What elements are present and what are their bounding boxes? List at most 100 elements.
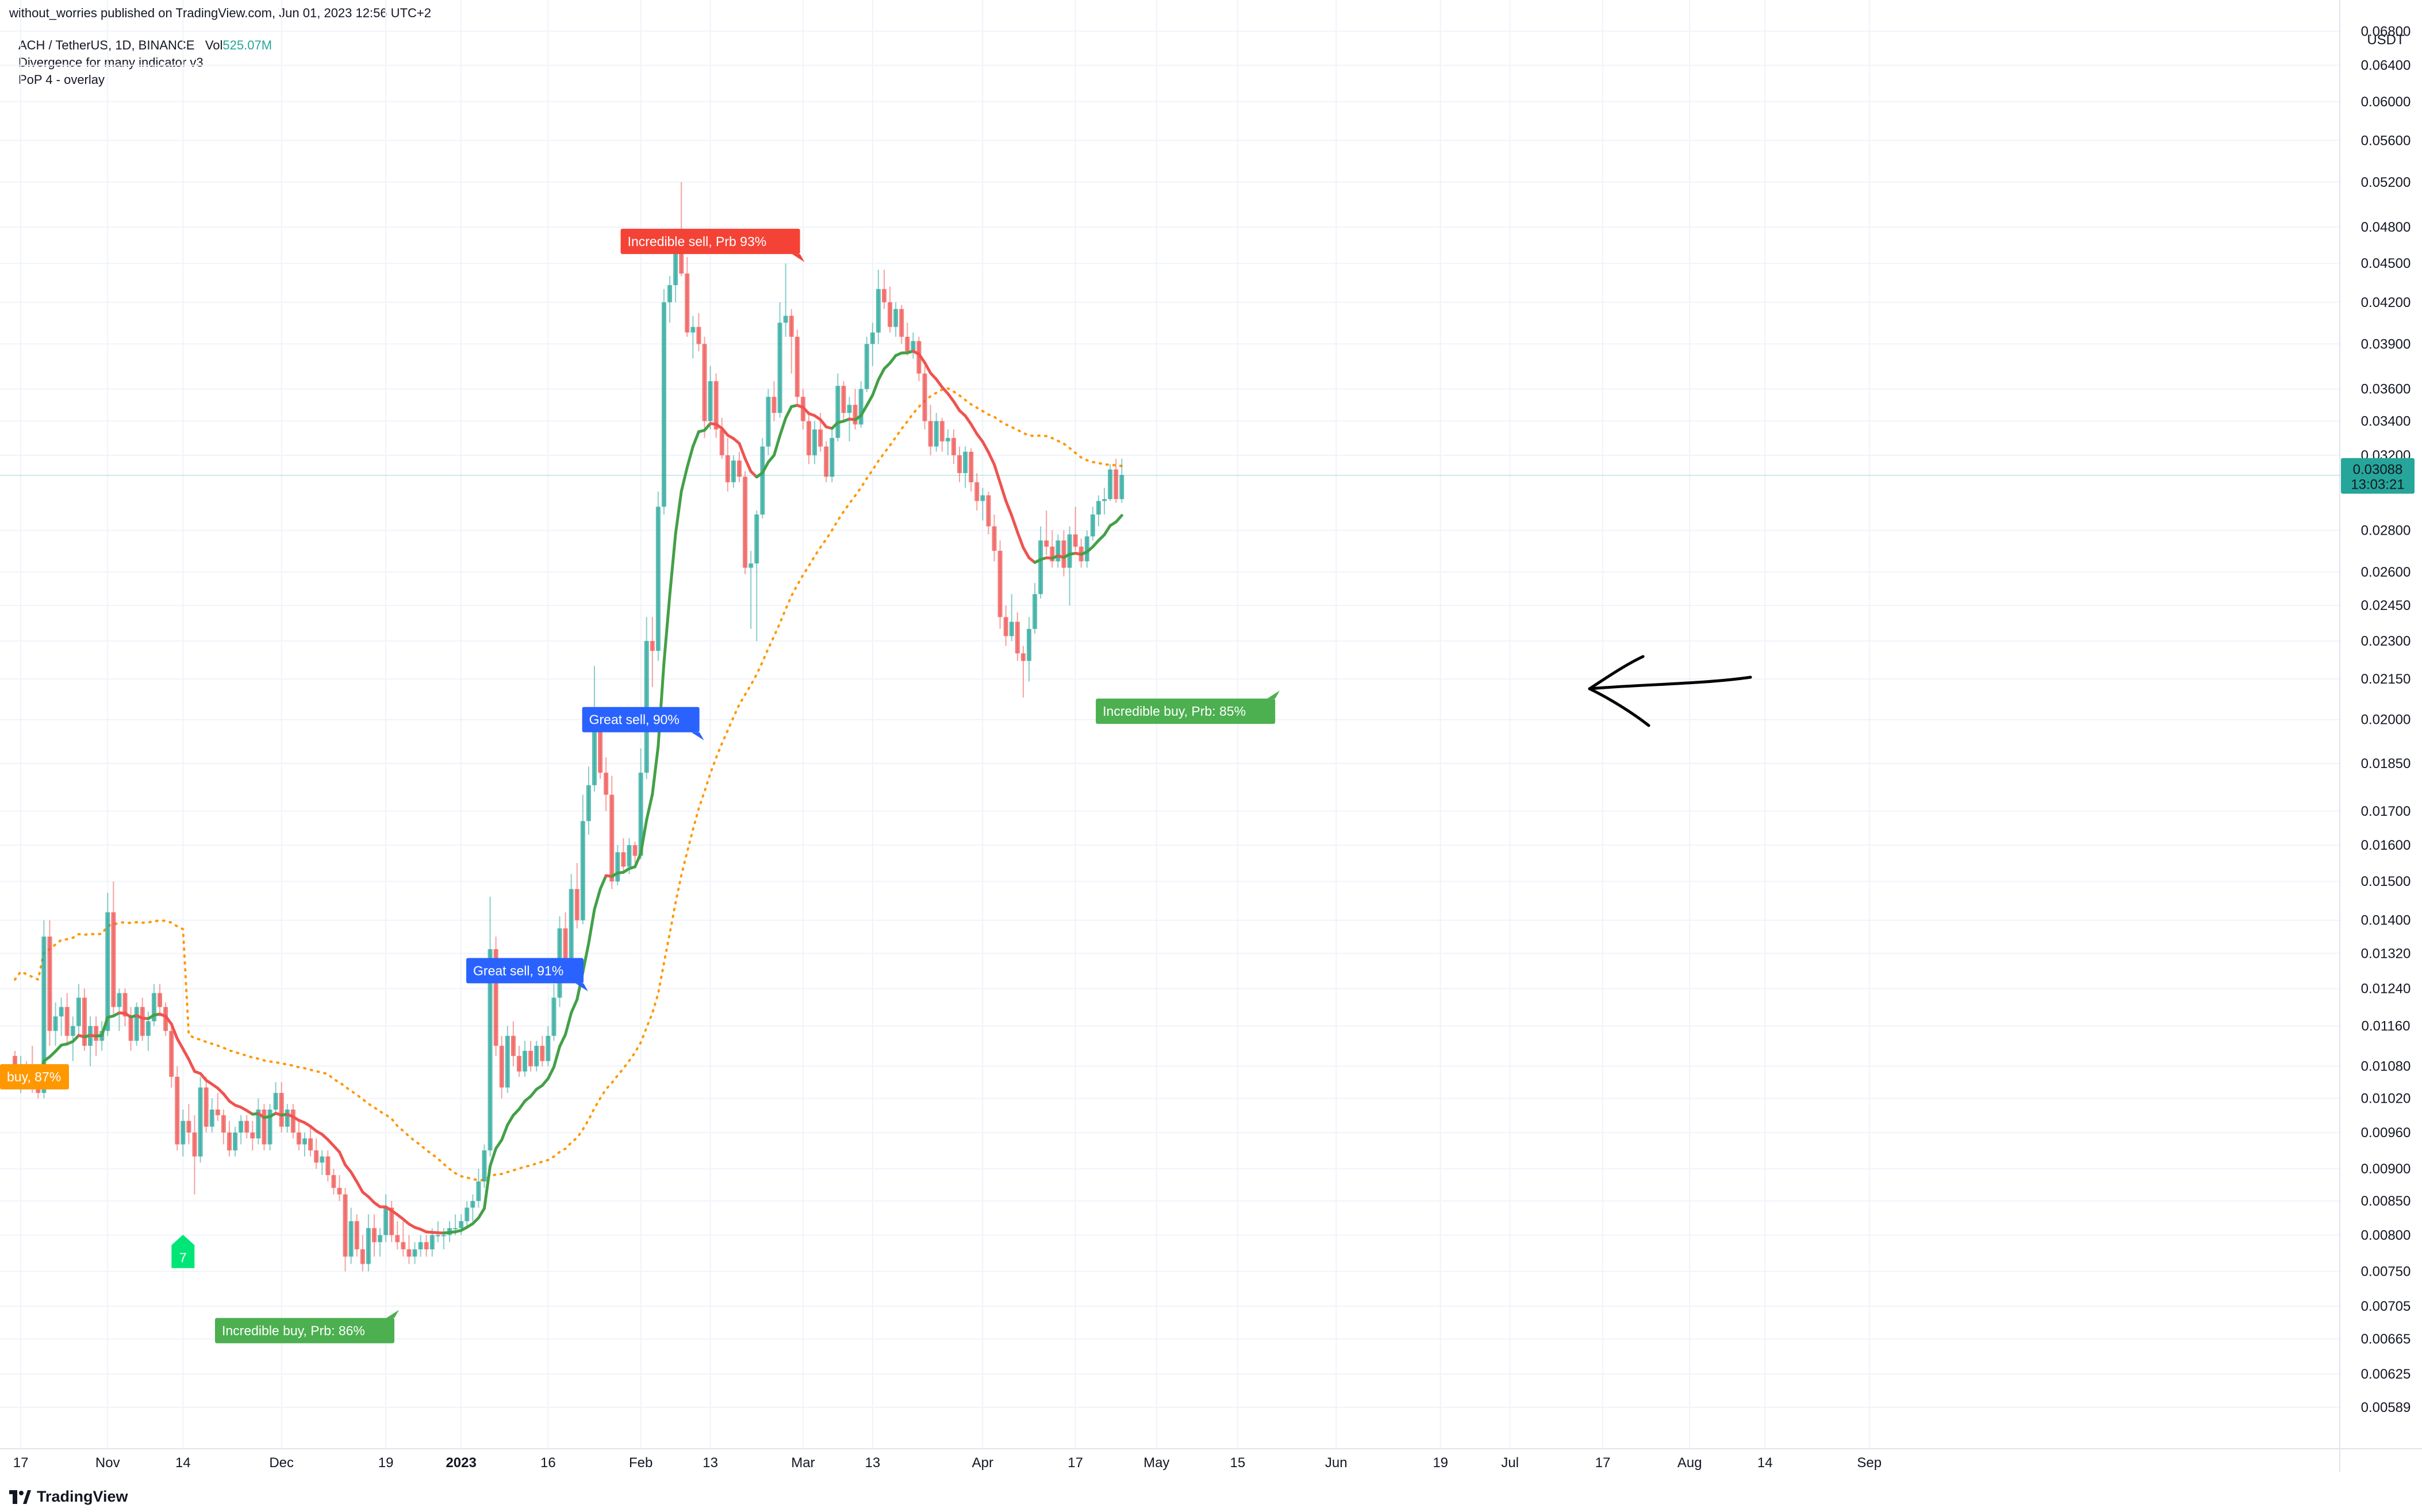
candle-body <box>105 912 110 1031</box>
ema-segment <box>969 423 978 436</box>
candle-body <box>997 551 1003 617</box>
x-tick-label: 13 <box>703 1455 718 1471</box>
candle <box>117 988 122 1031</box>
candle <box>360 1235 365 1272</box>
y-tick-label: 0.02450 <box>2361 598 2411 613</box>
candle-body <box>911 341 916 351</box>
ema-segment <box>581 942 590 974</box>
candle-body <box>441 1235 446 1237</box>
y-tick-label: 0.00705 <box>2361 1299 2411 1314</box>
ema-segment <box>1010 514 1019 534</box>
ema-segment <box>703 422 712 432</box>
candle <box>1027 617 1031 682</box>
x-tick-label: May <box>1143 1455 1169 1471</box>
legend-indicator-2[interactable]: PoP 4 - overlay <box>18 72 105 87</box>
candle <box>655 491 661 661</box>
candle <box>783 263 788 337</box>
candle <box>1073 506 1078 551</box>
x-tick-label: 19 <box>1433 1455 1448 1471</box>
signal-label: Great sell, 90% <box>582 707 704 740</box>
candle-body <box>360 1249 365 1264</box>
candle-body <box>598 728 603 773</box>
y-tick-label: 0.01400 <box>2361 913 2411 928</box>
marker-text: 7 <box>179 1250 187 1265</box>
y-tick-label: 0.00960 <box>2361 1125 2411 1141</box>
candle <box>551 984 556 1041</box>
candle-body <box>233 1132 238 1150</box>
ema-segment <box>489 1147 498 1168</box>
y-tick-label: 0.02600 <box>2361 565 2411 580</box>
candle <box>215 1093 220 1121</box>
candle <box>766 389 771 455</box>
candle-body <box>523 1050 528 1072</box>
candle <box>957 446 962 482</box>
candle <box>418 1235 423 1257</box>
ema-segment <box>181 1047 190 1061</box>
ema-segment <box>175 1037 185 1051</box>
ema-segment <box>975 432 984 443</box>
ema-segment <box>993 463 1002 484</box>
candle-body <box>534 1046 539 1066</box>
ema-segment <box>778 416 788 438</box>
candle-body <box>221 1115 226 1133</box>
candle-body <box>244 1120 250 1133</box>
tradingview-footer: TradingView <box>9 1488 128 1506</box>
candle-body <box>934 421 939 447</box>
time-axis[interactable]: 17 Nov 14 Dec 19 2023 16 Feb 13 Mar 13 Apr 17 May 15 Ju… <box>13 1455 1882 1471</box>
candle-body <box>488 949 493 1150</box>
candle-body <box>702 344 707 421</box>
candle-body <box>1119 475 1124 500</box>
candle-body <box>1073 534 1078 547</box>
ema-segment <box>645 793 654 822</box>
ema-segment <box>170 1022 179 1041</box>
candle-body <box>285 1109 290 1127</box>
marker-7: 7 <box>171 1234 195 1268</box>
candle-body <box>615 852 620 882</box>
ema-segment <box>593 888 602 911</box>
y-tick-label: 0.06000 <box>2361 94 2411 110</box>
ema-segment <box>766 454 776 464</box>
candle-body <box>974 482 980 501</box>
candle-body <box>412 1249 417 1257</box>
legend-symbol[interactable]: ACH / TetherUS, 1D, BINANCE <box>18 38 195 52</box>
candle-body <box>725 455 730 482</box>
candle-body <box>1044 540 1049 547</box>
x-tick-label: Jun <box>1325 1455 1348 1471</box>
candle <box>534 1041 539 1072</box>
candle-body <box>1020 653 1026 661</box>
candle <box>1119 458 1124 503</box>
candle-body <box>1009 621 1014 636</box>
candle-body <box>1027 628 1031 661</box>
candle-body <box>76 997 81 1026</box>
ema-segment <box>587 908 596 945</box>
candle <box>233 1126 238 1157</box>
candle <box>88 1016 93 1066</box>
ema-segment <box>500 1123 509 1142</box>
signal-box <box>582 707 700 732</box>
candle <box>169 1026 174 1088</box>
candle <box>510 1021 516 1066</box>
candle-body <box>204 1087 209 1127</box>
price-axis[interactable]: USDT 0.06800 0.06400 0.06000 0.05600 0.05200… <box>2361 24 2411 1415</box>
candle <box>934 413 939 452</box>
signal-pointer <box>386 1310 399 1318</box>
candle-body <box>766 397 771 447</box>
candle-body <box>128 1016 133 1041</box>
ema-segment <box>100 1016 109 1037</box>
candle <box>64 993 70 1046</box>
candle-body <box>279 1093 284 1127</box>
candle <box>151 984 156 1026</box>
candle <box>661 289 666 515</box>
candle <box>911 332 916 359</box>
candle-body <box>621 852 626 867</box>
legend-indicator-1[interactable]: Divergence for many indicator v3 <box>18 55 204 70</box>
candle <box>239 1115 244 1145</box>
candle <box>644 617 649 779</box>
signal-box <box>215 1318 394 1344</box>
y-tick-label: 0.05600 <box>2361 133 2411 148</box>
candle-body <box>296 1132 301 1145</box>
ema-segment <box>685 445 694 469</box>
candle-body <box>679 245 684 274</box>
candle-body <box>505 1035 510 1088</box>
